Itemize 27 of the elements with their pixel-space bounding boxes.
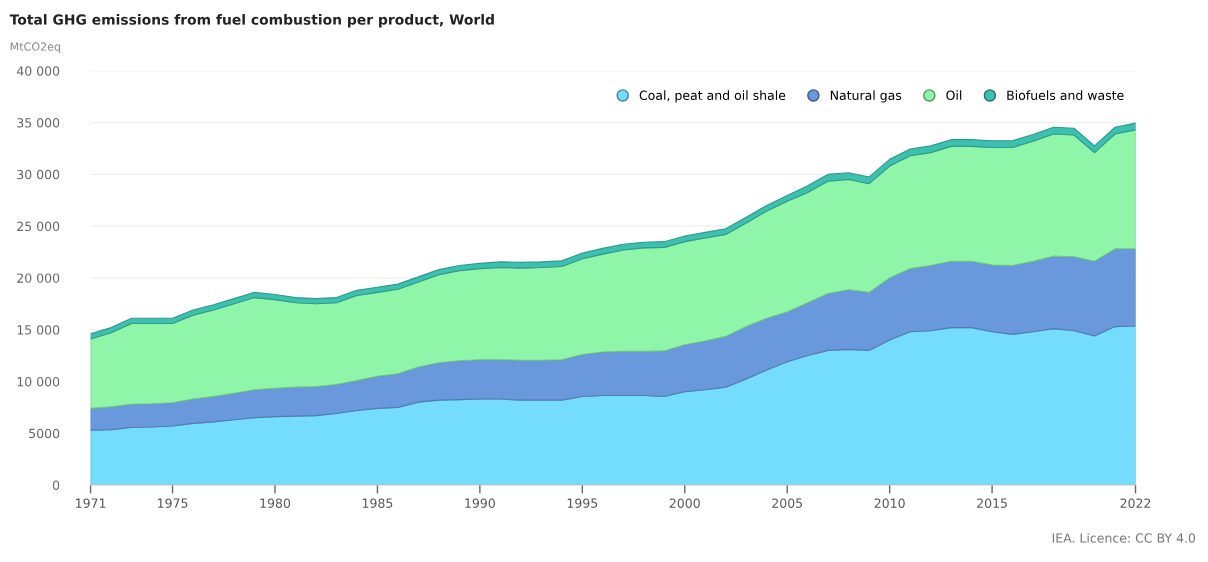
y-tick-label: 20 000 bbox=[17, 273, 60, 283]
x-tick-label: 1985 bbox=[362, 498, 393, 508]
y-tick-label: 30 000 bbox=[17, 169, 60, 180]
y-tick-label: 25 000 bbox=[17, 221, 60, 232]
x-tick-label: 2015 bbox=[977, 498, 1007, 508]
x-tick-label: 1995 bbox=[567, 498, 598, 508]
y-tick-label: 15 000 bbox=[17, 325, 60, 335]
y-tick-label: 40 000 bbox=[16, 66, 60, 76]
x-tick-label: 2000 bbox=[669, 498, 700, 508]
legend-label: Oil bbox=[946, 90, 962, 101]
legend-label: Natural gas bbox=[830, 90, 902, 103]
y-tick-label: 35 000 bbox=[17, 118, 60, 128]
text: IEA. Licence: CC BY 4.0 bbox=[1052, 533, 1196, 543]
x-tick-label: 1975 bbox=[158, 498, 188, 508]
x-tick-label: 2022 bbox=[1120, 498, 1151, 508]
x-tick-label: 2005 bbox=[772, 498, 803, 508]
chart-title: Total GHG emissions from fuel combustion per product, World bbox=[9, 14, 494, 28]
legend-label: Coal, peat and oil shale bbox=[639, 90, 786, 103]
y-tick-label: 10 000 bbox=[17, 376, 60, 387]
x-tick-label: 1990 bbox=[465, 498, 495, 508]
y-tick-label: 5000 bbox=[29, 428, 60, 439]
y-tick-label: 0 bbox=[52, 480, 60, 490]
legend-label: Biofuels and waste bbox=[1007, 90, 1124, 101]
x-tick-label: 2010 bbox=[874, 498, 905, 508]
x-tick-label: 1980 bbox=[260, 498, 291, 508]
y-axis-title: MtCO2eq bbox=[10, 42, 61, 53]
x-tick-label: 1971 bbox=[76, 498, 106, 508]
